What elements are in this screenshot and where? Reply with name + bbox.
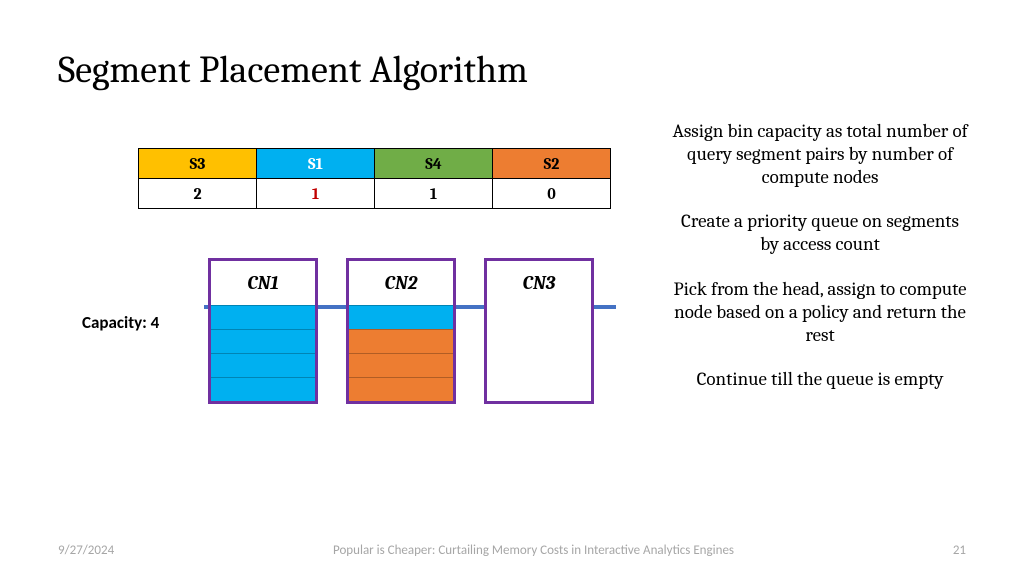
compute-node-bin: CN1 <box>208 258 318 404</box>
bin-slot <box>211 377 315 401</box>
bin-slot <box>211 353 315 377</box>
bin-slots <box>349 305 453 401</box>
bin-slot <box>487 305 591 329</box>
segment-table: S3S1S4S2 2110 <box>138 148 611 209</box>
segment-value-cell: 1 <box>257 179 375 209</box>
bin-slot <box>487 377 591 401</box>
footer-caption: Popular is Cheaper: Curtailing Memory Co… <box>114 543 953 558</box>
bin-slot <box>487 353 591 377</box>
bins-area: CN1 CN2 CN3 <box>208 258 594 404</box>
compute-node-bin: CN2 <box>346 258 456 404</box>
slide-footer: 9/27/2024 Popular is Cheaper: Curtailing… <box>0 543 1024 558</box>
bin-slot <box>487 329 591 353</box>
bin-slot <box>349 305 453 329</box>
description-paragraph: Create a priority queue on segments by a… <box>670 210 970 256</box>
segment-header-row: S3S1S4S2 <box>139 149 611 179</box>
capacity-label: Capacity: 4 <box>82 312 159 333</box>
slide-title: Segment Placement Algorithm <box>58 48 528 92</box>
bin-label: CN2 <box>349 261 453 305</box>
bin-slots <box>211 305 315 401</box>
segment-header-cell: S1 <box>257 149 375 179</box>
segment-header-cell: S4 <box>375 149 493 179</box>
compute-node-bin: CN3 <box>484 258 594 404</box>
segment-value-cell: 2 <box>139 179 257 209</box>
bin-label: CN3 <box>487 261 591 305</box>
bin-slot <box>211 329 315 353</box>
segment-value-cell: 0 <box>493 179 611 209</box>
bin-slots <box>487 305 591 401</box>
description-paragraph: Assign bin capacity as total number of q… <box>670 120 970 188</box>
description-paragraph: Continue till the queue is empty <box>670 368 970 391</box>
footer-page: 21 <box>953 543 966 558</box>
segment-value-cell: 1 <box>375 179 493 209</box>
bin-slot <box>349 377 453 401</box>
footer-date: 9/27/2024 <box>58 543 114 558</box>
bin-slot <box>349 329 453 353</box>
bin-slot <box>349 353 453 377</box>
segment-header-cell: S2 <box>493 149 611 179</box>
segment-value-row: 2110 <box>139 179 611 209</box>
segment-header-cell: S3 <box>139 149 257 179</box>
description-text: Assign bin capacity as total number of q… <box>670 120 970 391</box>
description-paragraph: Pick from the head, assign to compute no… <box>670 278 970 346</box>
bin-label: CN1 <box>211 261 315 305</box>
bin-slot <box>211 305 315 329</box>
